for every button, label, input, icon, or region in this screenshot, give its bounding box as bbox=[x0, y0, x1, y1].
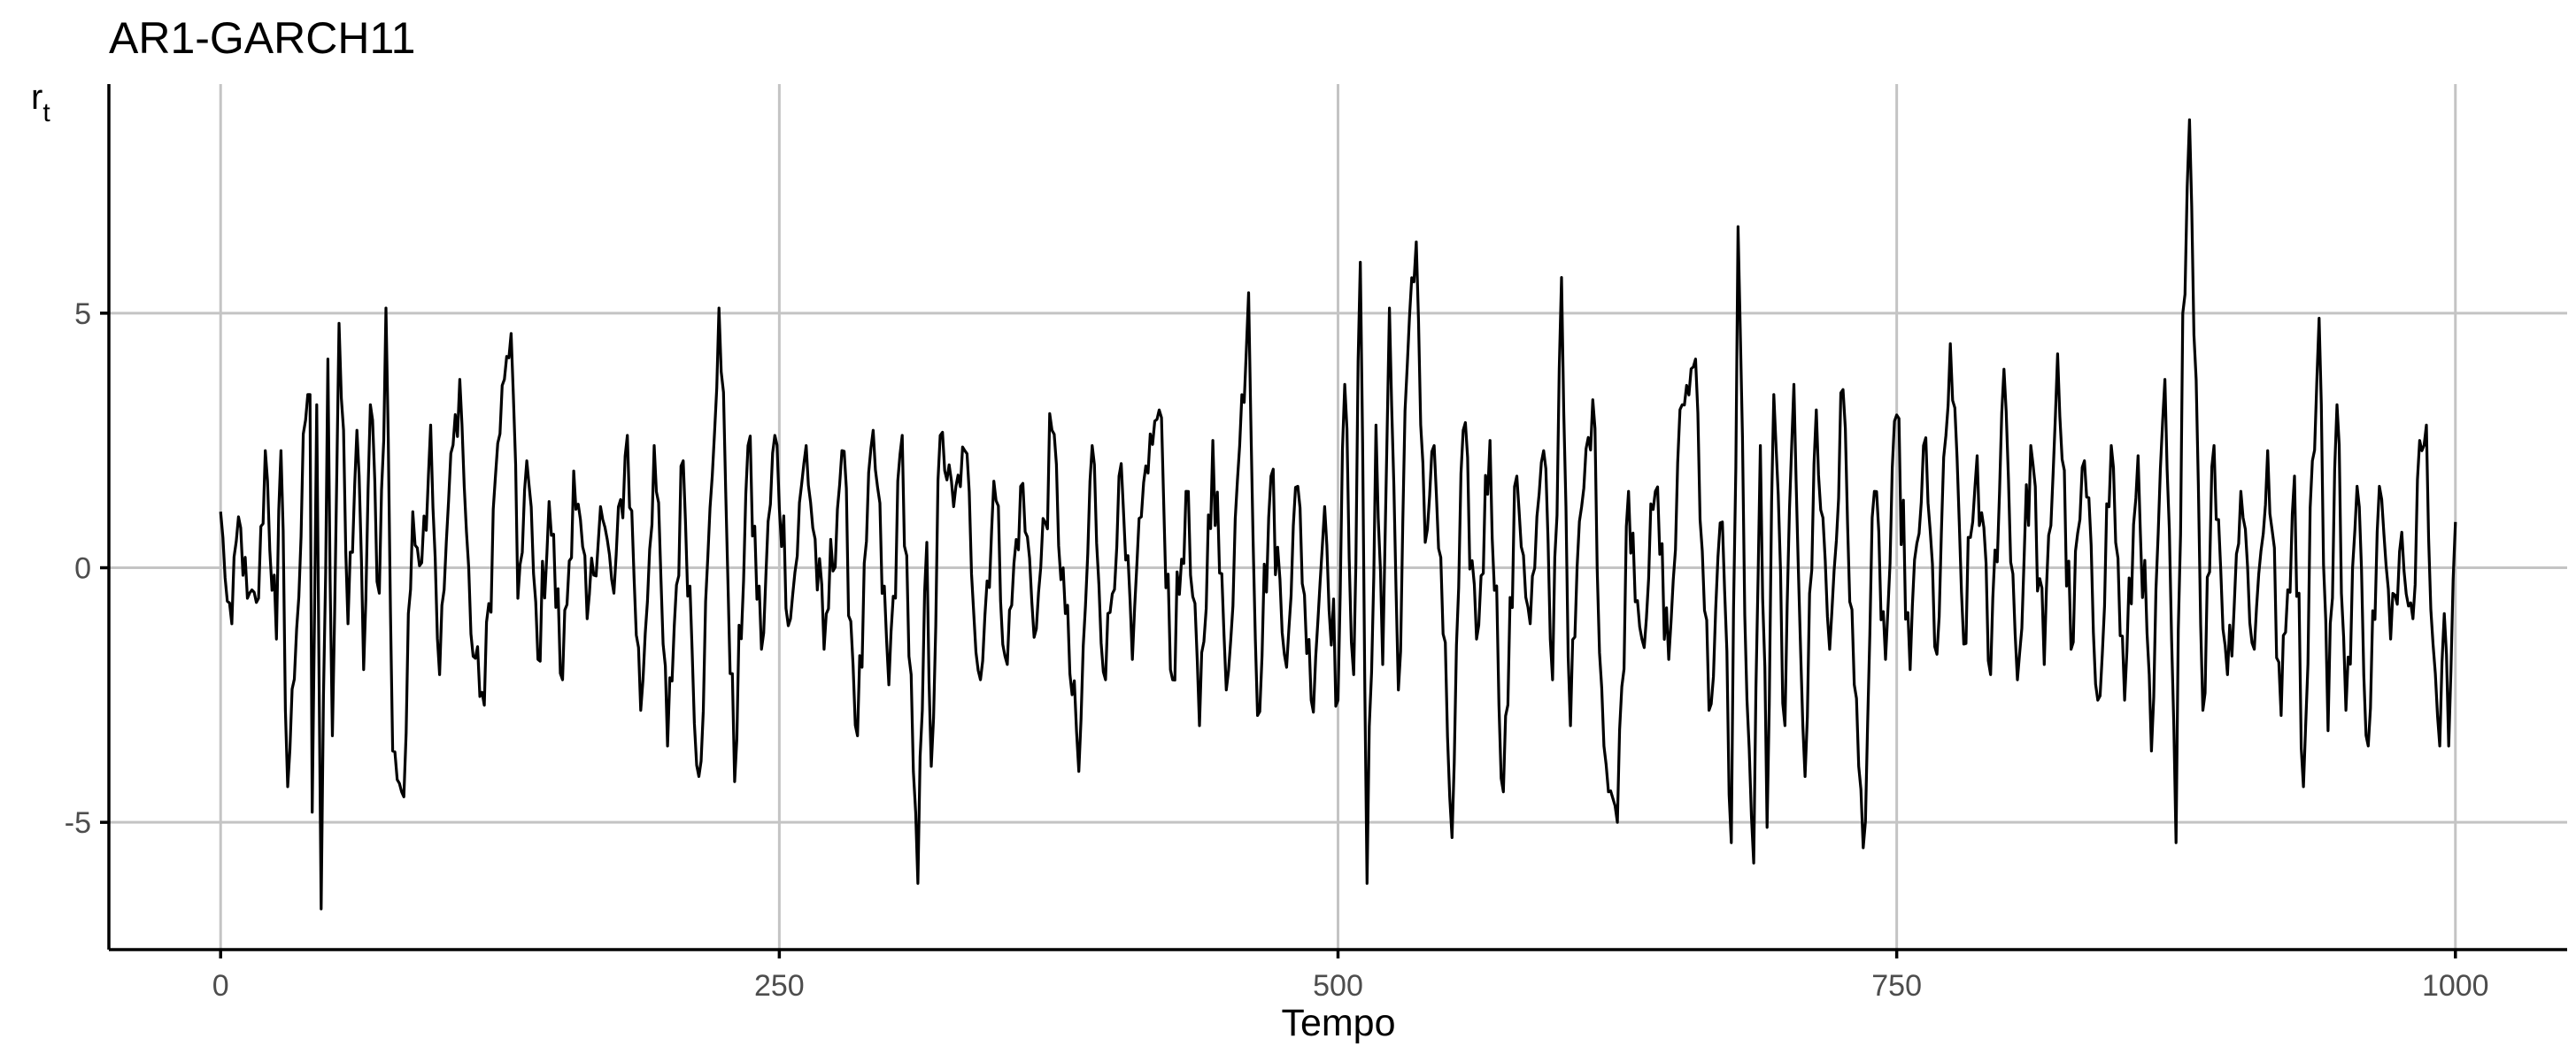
x-tick-label: 500 bbox=[1313, 969, 1363, 1003]
x-axis-ticks: 0 250 500 750 1000 bbox=[212, 950, 2489, 1003]
x-tick-label: 0 bbox=[212, 969, 229, 1003]
chart-title: AR1-GARCH11 bbox=[109, 13, 415, 63]
y-axis-label-main: r bbox=[31, 78, 42, 117]
y-tick-label: 5 bbox=[74, 297, 91, 331]
y-axis-ticks: -5 0 5 bbox=[65, 297, 109, 840]
x-tick-label: 750 bbox=[1871, 969, 1922, 1003]
y-axis-label-subscript: t bbox=[42, 98, 50, 127]
y-tick-label: 0 bbox=[74, 552, 91, 586]
series-line bbox=[219, 118, 2457, 911]
x-axis-label: Tempo bbox=[1281, 1002, 1395, 1044]
y-axis-label: rt bbox=[31, 78, 50, 127]
y-tick-label: -5 bbox=[65, 806, 91, 840]
x-tick-label: 250 bbox=[754, 969, 805, 1003]
x-tick-label: 1000 bbox=[2422, 969, 2489, 1003]
